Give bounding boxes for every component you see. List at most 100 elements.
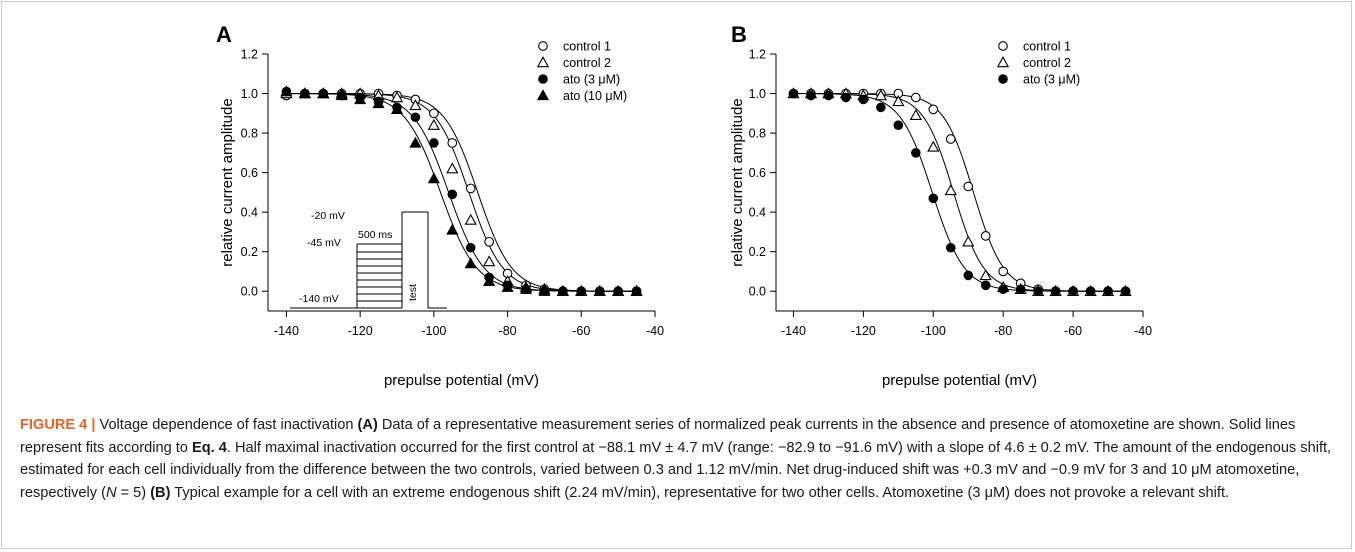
fit-curve-4 [286,93,637,292]
data-point-series-2 [874,89,887,101]
data-point-series-1 [910,92,921,103]
data-point-series-4 [593,285,606,296]
data-point-series-3 [1120,286,1131,297]
data-point-series-1 [484,236,494,247]
data-point-series-3 [963,270,974,281]
data-point-series-4 [483,275,496,287]
caption-text-c: Typical example for a cell with an extre… [174,484,1230,501]
data-point-series-3 [465,242,476,253]
data-point-series-4 [612,285,625,296]
y-tick-label: 0.0 [241,285,258,299]
legend-marker-1 [538,41,548,51]
y-tick-label: 1.0 [241,87,258,101]
data-point-series-3 [410,112,421,123]
legend-marker-4 [536,89,550,101]
protocol-label-duration: 500 ms [358,229,392,241]
data-point-series-3 [1033,286,1043,297]
caption-panel-b-label: (B) [150,484,171,501]
data-point-series-4 [575,285,588,296]
protocol-label-hold: -140 mV [299,293,339,305]
caption-text-b: . Half maximal inactivation occurred for… [20,439,1332,501]
data-point-series-3 [893,120,904,130]
data-point-series-2 [944,184,957,196]
y-tick-label: 1.2 [749,48,766,62]
data-point-series-3 [447,189,458,200]
panel-a: A 0.0 0.2 0.4 0.6 0.8 1.0 1.2 -140 -120 -100 -80 -60… [216,22,664,389]
fit-curve-3 [793,93,1126,292]
figure-charts: A 0.0 0.2 0.4 0.6 0.8 1.0 1.2 -140 -120 -100 -80 -60… [216,22,1152,389]
data-point-series-2 [446,162,459,174]
caption-n-symbol: N [105,484,117,501]
data-point-series-3 [945,242,956,253]
y-tick-label: 0.4 [241,206,258,220]
caption-text-a: Data of a representative measurement ser… [20,417,1296,456]
legend-label-4: ato (10 μM) [563,89,627,103]
legend-marker-3 [998,74,1008,84]
figure-caption: FIGURE 4 | Voltage dependence of fast in… [20,414,1340,504]
data-point-series-2 [409,99,422,111]
y-tick-label: 0.0 [749,285,766,299]
data-point-series-4 [280,85,293,97]
data-point-series-3 [823,90,834,101]
data-point-series-3 [1068,286,1078,297]
data-point-series-1 [998,266,1009,277]
y-axis-label: relative current amplitude [729,98,746,266]
x-tick-label: -120 [348,324,373,338]
data-point-series-1 [963,181,974,192]
data-point-series-4 [354,93,367,105]
data-point-series-4 [390,103,404,115]
data-point-series-3 [806,90,816,101]
data-point-series-3 [928,193,939,204]
fit-curve-2 [793,93,1126,292]
x-tick-label: -100 [421,324,446,338]
y-tick-label: 0.6 [749,166,766,180]
data-point-series-1 [945,134,956,144]
data-point-series-4 [556,285,569,296]
data-point-series-4 [464,257,477,269]
data-point-series-4 [335,89,348,101]
data-point-series-3 [998,284,1008,295]
data-point-series-4 [298,87,311,99]
data-point-series-4 [427,172,440,184]
data-point-series-3 [876,102,886,113]
data-point-series-3 [788,88,799,99]
data-point-series-2 [464,213,477,225]
protocol-label-top: -20 mV [311,210,345,222]
x-axis-label: prepulse potential (mV) [882,372,1037,389]
data-point-series-2 [962,235,975,247]
data-point-series-4 [317,87,330,99]
fit-curve-3 [286,93,637,292]
data-point-series-1 [465,183,476,194]
x-tick-label: -80 [499,324,517,338]
caption-figure-label: FIGURE 4 | [20,417,96,433]
x-tick-label: -120 [851,324,876,338]
protocol-label-mid: -45 mV [307,237,341,249]
y-tick-label: 0.2 [241,245,258,259]
y-tick-label: 1.2 [241,48,258,62]
x-axis-label: prepulse potential (mV) [384,372,539,389]
data-point-series-3 [911,148,921,158]
data-point-series-4 [630,285,643,296]
x-tick-label: -140 [274,324,299,338]
caption-eq-ref[interactable]: Eq. 4 [191,439,227,456]
caption-panel-a-label: (A) [357,417,378,433]
panel-label-b: B [731,22,747,47]
x-tick-label: -100 [921,324,946,338]
protocol-label-test: test [407,284,419,301]
data-point-series-3 [1103,286,1113,297]
data-point-series-3 [1050,286,1061,297]
data-point-series-2 [427,118,440,130]
y-axis-label: relative current amplitude [219,98,236,266]
data-point-series-2 [979,269,992,281]
caption-n-value: = 5) [116,484,147,501]
legend-label-1: control 1 [563,40,611,54]
legend-marker-2 [536,56,550,68]
legend-marker-1 [998,41,1008,51]
data-point-series-1 [447,138,458,148]
x-tick-label: -60 [572,324,590,338]
data-point-series-4 [409,136,422,148]
data-point-series-2 [892,95,905,107]
data-point-series-3 [858,94,869,105]
data-point-series-4 [501,281,514,292]
